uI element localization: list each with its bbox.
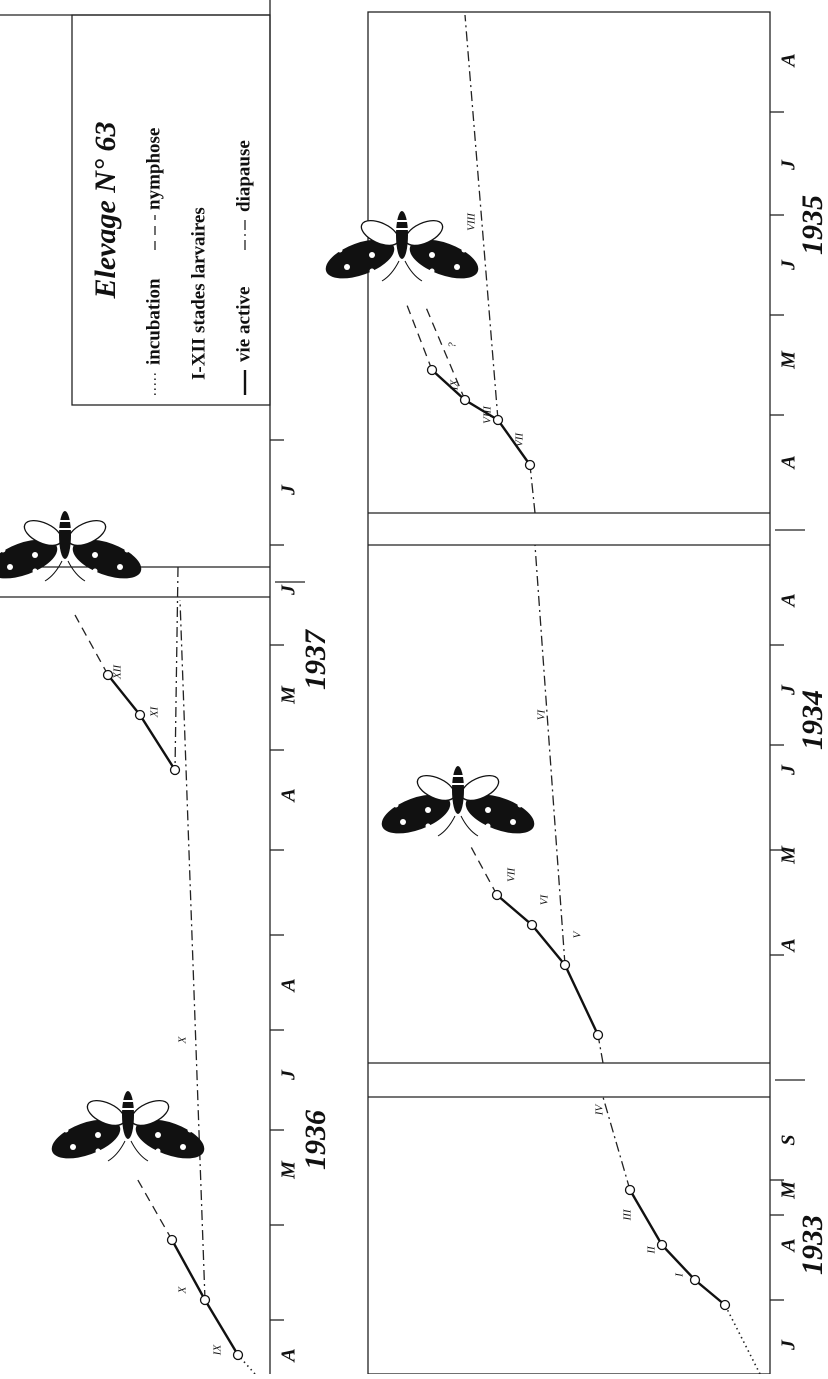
legend-item: vie active	[233, 287, 254, 362]
month-label: J	[778, 259, 800, 271]
month-label: J	[278, 1069, 300, 1081]
stage-label: X	[177, 1035, 189, 1044]
stage-label: VI	[536, 708, 548, 720]
month-label: A	[778, 53, 800, 68]
stage-label: IV	[594, 1104, 606, 1117]
month-label: J	[778, 1339, 800, 1351]
month-label: M	[778, 1180, 800, 1200]
month-label: A	[278, 788, 300, 803]
month-label: A	[278, 1348, 300, 1363]
month-label: J	[278, 584, 300, 596]
page: {"legend": {"title": "Elevage N° 63", "i…	[0, 0, 828, 1374]
year-label: 1934	[796, 690, 828, 750]
stage-label: II	[646, 1245, 658, 1255]
stage-label: VI	[539, 893, 551, 905]
legend-item: I-XII stades larvaires	[188, 207, 209, 380]
stage-label: XII	[112, 664, 124, 680]
stage-label: IX	[212, 1344, 224, 1357]
year-label: 1937	[299, 629, 332, 690]
month-label: M	[278, 1160, 300, 1180]
legend-title: Elevage N° 63	[89, 122, 122, 300]
stage-label: VIII	[482, 405, 494, 424]
legend-item: nymphose	[143, 128, 164, 210]
legend: Elevage N° 63 incubation nymphose I-XII …	[89, 122, 254, 395]
stage-label: IX	[449, 379, 461, 392]
month-label: J	[778, 159, 800, 171]
month-label: A	[778, 593, 800, 608]
month-label: A	[778, 938, 800, 953]
year-label: 1933	[796, 1215, 828, 1275]
stage-label: I	[674, 1272, 686, 1278]
month-label: A	[278, 978, 300, 993]
month-label: M	[778, 350, 800, 370]
stage-label: X	[177, 1285, 189, 1294]
labels: JJMAAJMAAJJMAAJJMASMAJ193719361935193419…	[112, 53, 828, 1363]
curves	[75, 15, 760, 1374]
legend-item: diapause	[233, 140, 254, 212]
stage-label: VIII	[466, 212, 478, 231]
legend-item: incubation	[143, 278, 164, 365]
year-label: 1935	[796, 195, 828, 255]
stage-label: XI	[149, 705, 161, 718]
month-label: J	[278, 484, 300, 496]
month-label: S	[778, 1134, 800, 1145]
figure: Elevage N° 63 incubation nymphose I-XII …	[0, 0, 828, 1374]
year-label: 1936	[299, 1110, 332, 1170]
ticks	[270, 112, 784, 1320]
month-label: J	[778, 764, 800, 776]
month-label: M	[778, 845, 800, 865]
stage-label: V	[572, 930, 584, 938]
stage-label: VII	[514, 432, 526, 447]
month-label: A	[778, 455, 800, 470]
stage-label: ?	[447, 342, 459, 348]
stage-label: III	[622, 1208, 634, 1221]
month-label: M	[278, 685, 300, 705]
stage-label: VII	[506, 867, 518, 882]
